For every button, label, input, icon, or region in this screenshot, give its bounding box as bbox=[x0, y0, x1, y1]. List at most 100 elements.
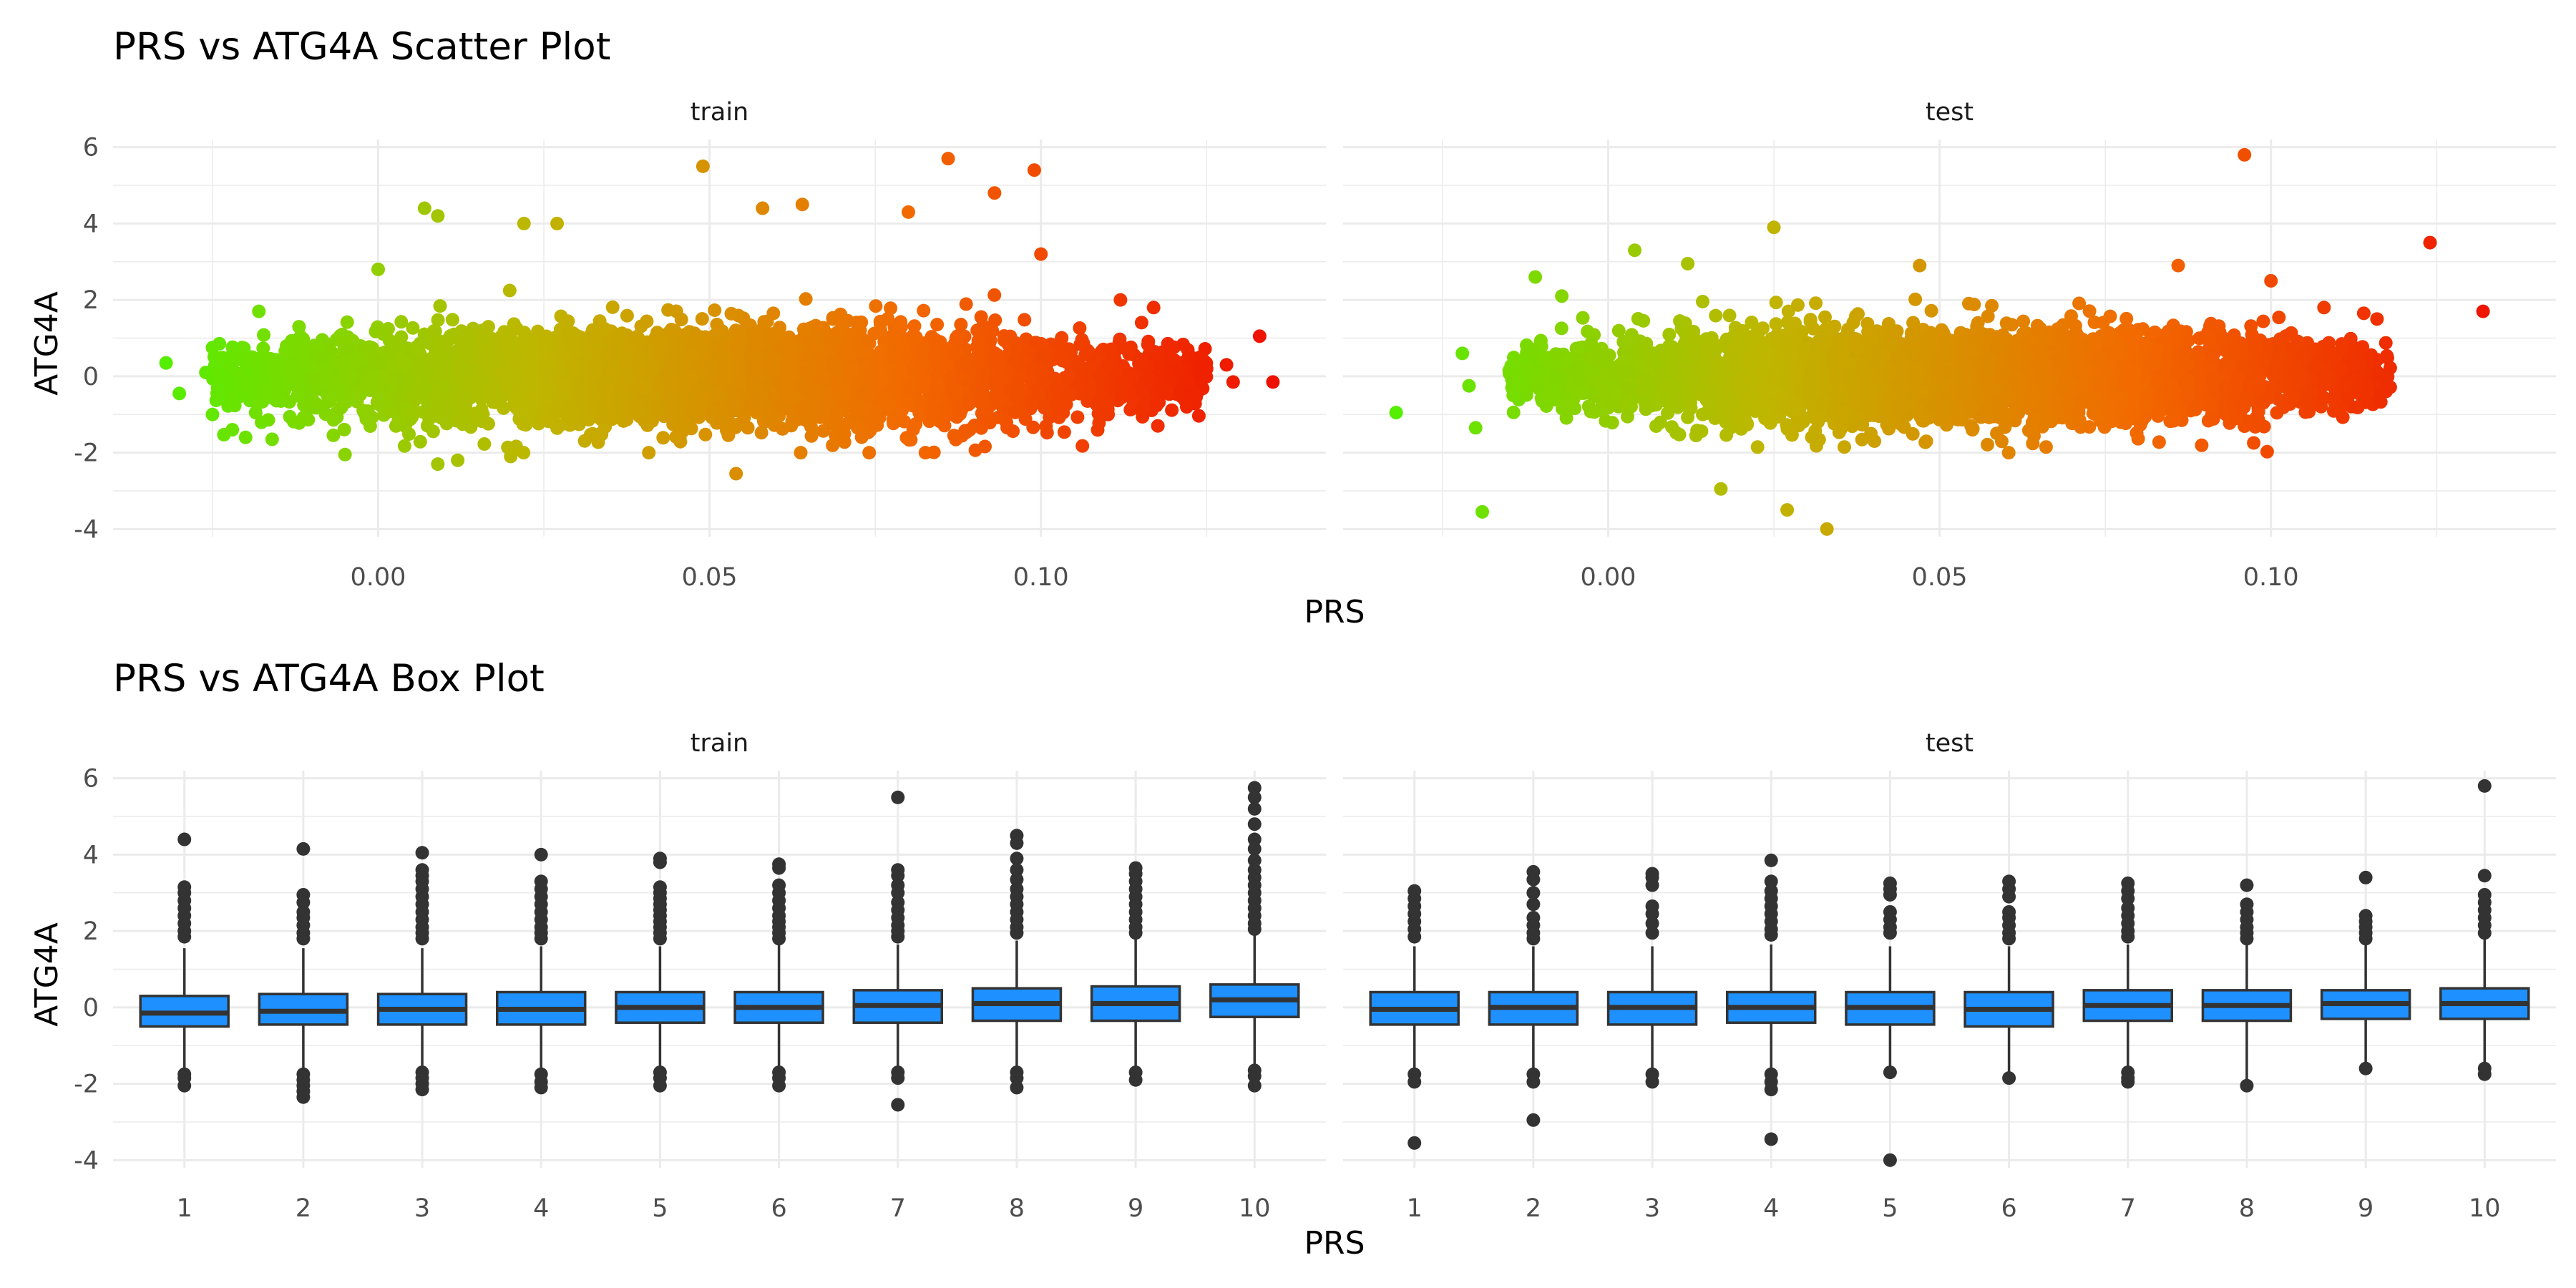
scatter-point bbox=[712, 376, 726, 391]
scatter-point bbox=[724, 306, 738, 321]
scatter-point bbox=[588, 333, 602, 347]
scatter-point bbox=[481, 416, 495, 431]
scatter-point bbox=[256, 341, 270, 356]
scatter-point bbox=[1118, 378, 1131, 392]
scatter-point bbox=[255, 415, 268, 429]
scatter-point bbox=[172, 386, 187, 401]
scatter-point bbox=[589, 365, 603, 379]
scatter-point bbox=[795, 197, 809, 212]
scatter-point bbox=[537, 385, 552, 399]
scatter-point bbox=[992, 358, 1007, 372]
scatter-point bbox=[226, 389, 240, 403]
scatter-point bbox=[225, 423, 240, 437]
scatter-point bbox=[775, 400, 789, 414]
scatter-point bbox=[1008, 353, 1023, 368]
scatter-point bbox=[362, 340, 376, 354]
scatter-point bbox=[309, 396, 323, 411]
scatter-point bbox=[887, 348, 901, 362]
scatter-point bbox=[420, 419, 434, 433]
scatter-point bbox=[819, 370, 832, 384]
scatter-point bbox=[394, 374, 408, 389]
scatter-point bbox=[661, 303, 675, 317]
scatter-point bbox=[477, 437, 492, 451]
y-tick-label: 6 bbox=[83, 134, 99, 162]
scatter-point bbox=[436, 353, 451, 366]
scatter-point bbox=[1113, 293, 1128, 307]
scatter-point bbox=[695, 312, 709, 326]
scatter-point bbox=[387, 340, 401, 354]
scatter-point bbox=[927, 349, 941, 363]
scatter-point bbox=[915, 351, 930, 366]
scatter-point bbox=[766, 306, 781, 321]
scatter-point bbox=[594, 412, 608, 426]
scatter-point bbox=[994, 374, 1008, 388]
scatter-point bbox=[376, 327, 391, 341]
scatter-point bbox=[917, 303, 931, 318]
scatter-point bbox=[913, 394, 927, 409]
scatter-point bbox=[976, 318, 990, 333]
scatter-point bbox=[862, 446, 877, 460]
scatter-x-axis-label: PRS bbox=[1304, 594, 1365, 630]
scatter-title: PRS vs ATG4A Scatter Plot bbox=[113, 25, 610, 69]
scatter-point bbox=[741, 421, 755, 435]
scatter-point bbox=[1161, 336, 1175, 351]
scatter-point bbox=[655, 333, 670, 348]
scatter-point bbox=[406, 321, 420, 335]
scatter-point bbox=[610, 331, 625, 346]
scatter-point bbox=[907, 329, 921, 343]
scatter-point bbox=[265, 432, 279, 447]
scatter-point bbox=[1176, 337, 1190, 351]
scatter-point bbox=[159, 356, 173, 370]
scatter-point bbox=[597, 322, 612, 336]
scatter-point bbox=[415, 381, 429, 394]
scatter-point bbox=[487, 381, 502, 396]
scatter-point bbox=[502, 283, 517, 298]
scatter-point bbox=[844, 328, 858, 342]
scatter-point bbox=[823, 336, 836, 351]
facet-strip-train: train bbox=[691, 98, 748, 127]
scatter-point bbox=[550, 216, 565, 230]
scatter-point bbox=[274, 394, 288, 408]
scatter-point bbox=[291, 381, 306, 395]
scatter-point bbox=[519, 418, 533, 432]
scatter-point bbox=[1003, 329, 1018, 343]
scatter-point bbox=[518, 334, 532, 348]
scatter-point bbox=[1090, 398, 1104, 412]
scatter-point bbox=[1034, 247, 1048, 261]
y-tick-label: 0 bbox=[83, 363, 99, 391]
scatter-point bbox=[257, 328, 270, 342]
scatter-point bbox=[785, 339, 799, 353]
scatter-point bbox=[673, 400, 688, 414]
scatter-point bbox=[1040, 426, 1054, 440]
scatter-point bbox=[1053, 401, 1067, 416]
scatter-point bbox=[501, 366, 515, 380]
scatter-point bbox=[1057, 389, 1071, 403]
scatter-point bbox=[512, 357, 526, 371]
scatter-point bbox=[1611, 323, 1626, 338]
scatter-point bbox=[901, 205, 915, 219]
scatter-point bbox=[341, 342, 355, 356]
scatter-point bbox=[973, 355, 987, 369]
scatter-point bbox=[638, 414, 652, 428]
scatter-point bbox=[816, 424, 830, 438]
scatter-point bbox=[929, 383, 943, 397]
scatter-point bbox=[537, 334, 552, 348]
scatter-point bbox=[817, 408, 831, 421]
scatter-point bbox=[1117, 341, 1131, 355]
scatter-point bbox=[1038, 400, 1052, 414]
scatter-point bbox=[729, 467, 743, 481]
scatter-point bbox=[326, 428, 341, 442]
scatter-point bbox=[394, 315, 409, 329]
scatter-point bbox=[845, 364, 859, 379]
scatter-point bbox=[585, 426, 600, 441]
scatter-point bbox=[1088, 353, 1103, 367]
scatter-point bbox=[954, 318, 968, 332]
scatter-point bbox=[1140, 374, 1154, 388]
scatter-point bbox=[297, 341, 311, 356]
scatter-point bbox=[674, 313, 688, 326]
scatter-point bbox=[1199, 361, 1214, 376]
scatter-point bbox=[453, 414, 467, 429]
scatter-point bbox=[663, 387, 677, 401]
